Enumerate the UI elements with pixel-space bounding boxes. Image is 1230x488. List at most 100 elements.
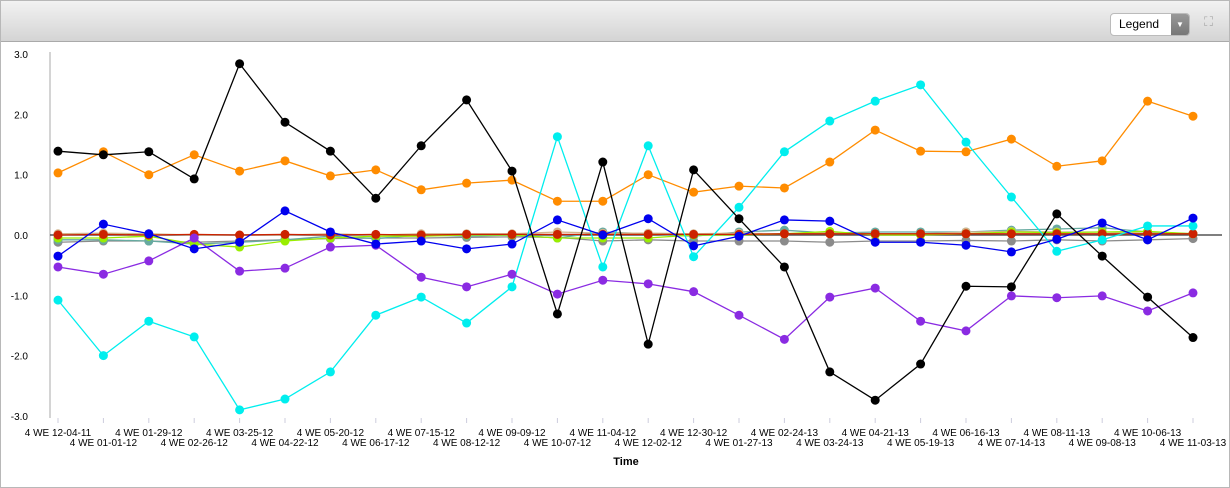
- data-point: [825, 237, 835, 247]
- data-point: [371, 239, 381, 249]
- data-point: [371, 165, 381, 175]
- x-tick-label: 4 WE 11-04-12: [570, 428, 637, 439]
- y-tick-label: -2.0: [11, 352, 29, 363]
- data-point: [689, 165, 699, 175]
- expand-icon[interactable]: ⛶: [1204, 14, 1214, 29]
- data-point: [189, 233, 199, 243]
- data-point: [734, 310, 744, 320]
- legend-dropdown-label: Legend: [1119, 17, 1160, 31]
- data-point: [416, 185, 426, 195]
- data-point: [98, 150, 108, 160]
- data-point: [1143, 235, 1153, 245]
- x-tick-label: 4 WE 12-30-12: [660, 428, 728, 439]
- series-line: [57, 210, 1194, 257]
- data-point: [53, 295, 63, 305]
- data-point: [598, 275, 608, 285]
- x-tick-label: 4 WE 04-21-13: [842, 428, 910, 439]
- legend-dropdown[interactable]: Legend ▼: [1110, 13, 1190, 36]
- x-tick-label: 4 WE 12-02-12: [615, 438, 683, 449]
- data-point: [870, 125, 880, 135]
- data-point: [1006, 236, 1016, 246]
- data-point: [462, 318, 472, 328]
- data-point: [870, 229, 880, 239]
- data-point: [1006, 134, 1016, 144]
- x-tick-label: 4 WE 08-11-13: [1024, 428, 1091, 439]
- data-point: [598, 230, 608, 240]
- data-point: [280, 394, 290, 404]
- x-tick-label: 4 WE 03-24-13: [796, 438, 864, 449]
- x-tick-label: 4 WE 03-25-12: [206, 428, 274, 439]
- data-point: [144, 229, 154, 239]
- data-point: [280, 206, 290, 216]
- data-point: [916, 237, 926, 247]
- data-point: [189, 332, 199, 342]
- x-tick-label: 4 WE 09-09-12: [478, 428, 546, 439]
- data-point: [462, 229, 472, 239]
- data-point: [552, 196, 562, 206]
- y-tick-label: 3.0: [14, 50, 28, 61]
- chart-toolbar: Legend ▼ ⛶: [1, 1, 1229, 42]
- y-tick-label: 0.0: [14, 231, 28, 242]
- data-point: [98, 351, 108, 361]
- data-point: [280, 156, 290, 166]
- data-point: [507, 229, 517, 239]
- data-point: [189, 244, 199, 254]
- series-line: [57, 233, 1193, 236]
- data-point: [643, 229, 653, 239]
- data-point: [280, 117, 290, 127]
- x-tick-label: 4 WE 07-15-12: [388, 428, 456, 439]
- data-point: [53, 146, 63, 156]
- data-point: [643, 214, 653, 224]
- data-point: [325, 227, 335, 237]
- data-point: [734, 181, 744, 191]
- data-point: [371, 310, 381, 320]
- data-point: [1097, 235, 1107, 245]
- y-tick-label: 2.0: [14, 110, 28, 121]
- data-point: [325, 171, 335, 181]
- data-point: [144, 147, 154, 157]
- data-point: [961, 281, 971, 291]
- data-point: [1006, 247, 1016, 257]
- x-tick-label: 4 WE 01-01-12: [70, 438, 138, 449]
- data-point: [961, 240, 971, 250]
- data-point: [98, 269, 108, 279]
- x-tick-label: 4 WE 10-07-12: [524, 438, 592, 449]
- data-point: [1006, 282, 1016, 292]
- data-point: [235, 230, 245, 240]
- data-point: [280, 236, 290, 246]
- data-point: [1006, 291, 1016, 301]
- series-line: [57, 62, 1194, 402]
- data-point: [961, 229, 971, 239]
- data-point: [552, 229, 562, 239]
- data-point: [916, 229, 926, 239]
- data-point: [371, 229, 381, 239]
- data-point: [144, 170, 154, 180]
- data-point: [552, 309, 562, 319]
- data-point: [325, 367, 335, 377]
- data-point: [53, 262, 63, 272]
- data-point: [1188, 221, 1198, 231]
- series-line: [57, 100, 1194, 202]
- data-point: [552, 215, 562, 225]
- data-point: [1006, 192, 1016, 202]
- data-point: [734, 202, 744, 212]
- data-point: [689, 187, 699, 197]
- data-point: [916, 80, 926, 90]
- data-point: [416, 141, 426, 151]
- data-point: [416, 236, 426, 246]
- y-tick-label: -3.0: [11, 412, 29, 423]
- data-point: [1188, 213, 1198, 223]
- x-tick-label: 4 WE 12-04-11: [25, 428, 92, 439]
- series-line: [57, 236, 1194, 243]
- data-point: [1143, 221, 1153, 231]
- x-tick-label: 4 WE 11-03-13: [1160, 438, 1227, 449]
- data-point: [779, 229, 789, 239]
- x-tick-label: 4 WE 09-08-13: [1069, 438, 1137, 449]
- series-line: [58, 230, 1194, 248]
- data-point: [280, 229, 290, 239]
- data-point: [779, 215, 789, 225]
- data-point: [462, 178, 472, 188]
- data-point: [1052, 246, 1062, 256]
- data-point: [961, 137, 971, 147]
